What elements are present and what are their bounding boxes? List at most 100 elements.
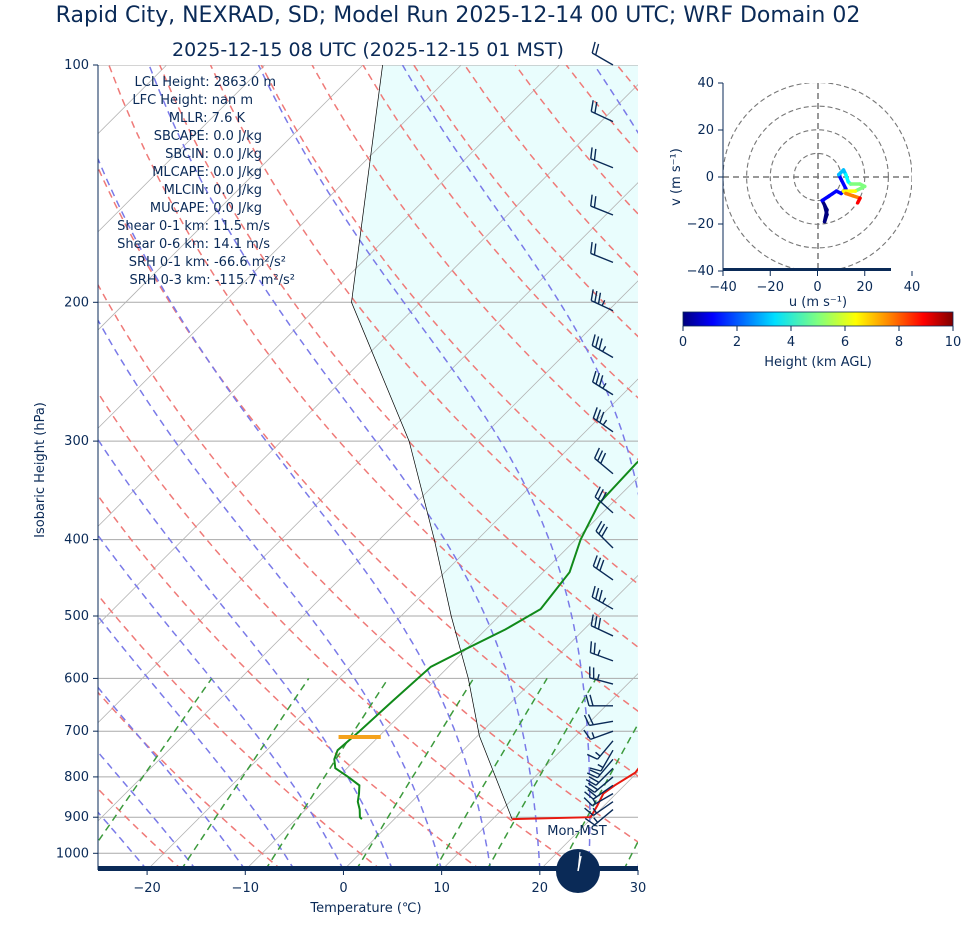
dry-adiabat <box>362 65 638 399</box>
colorbar-tick-label: 0 <box>679 335 687 350</box>
temperature-profile-line <box>512 767 638 821</box>
mixing-ratio-line <box>98 677 213 843</box>
hodograph-y-label: v (m s⁻¹) <box>669 148 684 206</box>
colorbar-tick-label: 6 <box>841 335 849 350</box>
skew-t-bottom-axis <box>98 866 638 871</box>
wind-barb <box>589 749 614 772</box>
isotherm-line <box>98 182 638 724</box>
hodograph-segment <box>822 208 829 224</box>
isotherm-line <box>736 65 961 870</box>
index-line: LCL Height: 2863.0 m <box>135 75 276 90</box>
dry-adiabat <box>98 787 183 870</box>
y-tick-label: 500 <box>64 609 89 624</box>
wind-barb <box>584 784 614 800</box>
index-line: Shear 0-6 km: 14.1 m/s <box>117 237 270 252</box>
skew-t-x-label: Temperature (℃) <box>309 901 421 916</box>
wind-barb <box>591 370 614 396</box>
moist-adiabat <box>98 534 345 870</box>
wind-barb <box>591 585 614 610</box>
mixing-ratio-line <box>180 677 310 870</box>
y-tick-label: 300 <box>64 434 89 449</box>
wind-barb <box>592 555 614 581</box>
hodograph-segment <box>853 184 867 193</box>
height-colorbar: 0 2 4 6 8 10 Height (km AGL) <box>679 311 961 370</box>
dry-adiabat <box>98 691 283 870</box>
index-line: MLCAPE: 0.0 J/kg <box>152 165 262 180</box>
wind-barb <box>586 758 614 779</box>
moist-adiabat <box>98 750 197 870</box>
wind-barb <box>583 714 614 727</box>
moist-adiabat <box>736 65 843 870</box>
moist-adiabat <box>98 157 492 870</box>
index-line: SBCIN: 0.0 J/kg <box>165 147 262 162</box>
index-line: MLLR: 7.6 K <box>169 111 246 126</box>
x-tick-label: −10 <box>232 881 259 896</box>
hodograph-x-label: u (m s⁻¹) <box>789 295 847 310</box>
figure-title: Rapid City, NEXRAD, SD; Model Run 2025-1… <box>56 3 861 28</box>
y-tick-label: 900 <box>64 810 89 825</box>
mixing-ratio-line <box>671 678 768 870</box>
hodograph-segment <box>855 196 862 205</box>
dry-adiabat <box>871 65 961 870</box>
wind-barb <box>583 729 614 741</box>
hodograph-y-tick-label: 40 <box>697 76 714 91</box>
dry-adiabat <box>108 65 638 713</box>
wind-barb <box>590 614 614 637</box>
mixing-ratio-line <box>558 722 638 870</box>
y-tick-label: 800 <box>64 770 89 785</box>
dewpoint-profile-line <box>333 460 638 820</box>
skew-t-y-label: Isobaric Height (hPa) <box>33 402 48 538</box>
colorbar-tick-label: 8 <box>895 335 903 350</box>
hodograph-x-tick-label: 40 <box>904 280 921 295</box>
wind-barb <box>590 147 614 169</box>
hodograph-x-tick-label: −20 <box>757 280 784 295</box>
wind-barb <box>594 486 614 514</box>
isotherm-line <box>98 65 167 135</box>
isotherm-line <box>98 65 560 527</box>
isotherm-line <box>441 673 638 870</box>
index-line: SBCAPE: 0.0 J/kg <box>154 129 262 144</box>
dry-adiabat <box>668 65 961 870</box>
wind-barb <box>589 641 614 662</box>
index-line: Shear 0-1 km: 11.5 m/s <box>117 219 270 234</box>
figure-subtitle: 2025-12-15 08 UTC (2025-12-15 01 MST) <box>172 39 564 61</box>
moist-adiabat <box>98 318 443 870</box>
hodograph-panel: −40 −20 0 20 40 −40 −20 0 20 40 u (m s⁻¹) v (m s⁻… <box>669 76 920 310</box>
mixing-ratio-lines <box>98 677 768 870</box>
colorbar-tick-label: 10 <box>945 335 961 350</box>
pressure-axis-ticks: 100 200 300 400 500 600 700 800 900 1000 <box>56 58 98 861</box>
isotherm-line <box>98 65 364 331</box>
colorbar-ticks: 0 2 4 6 8 10 <box>679 326 961 350</box>
x-tick-label: 10 <box>433 881 450 896</box>
hodograph-ticks: −40 −20 0 20 40 −40 −20 0 20 40 <box>687 76 921 295</box>
wind-barb <box>586 740 614 760</box>
x-tick-label: 30 <box>630 881 647 896</box>
colorbar-label: Height (km AGL) <box>764 355 872 370</box>
hodograph-segment <box>820 198 829 212</box>
colorbar-gradient <box>682 311 954 327</box>
wind-barb <box>591 334 614 359</box>
y-tick-label: 700 <box>64 724 89 739</box>
wind-barb <box>584 808 614 826</box>
moist-adiabat <box>148 65 541 870</box>
sounding-indices: LCL Height: 2863.0 m LFC Height: nan m MLL… <box>117 75 295 288</box>
dry-adiabat <box>209 65 638 585</box>
x-tick-label: −20 <box>133 881 160 896</box>
y-tick-label: 600 <box>64 671 89 686</box>
moist-adiabat <box>257 65 591 870</box>
isotherm-line <box>98 65 266 233</box>
dry-adiabat <box>820 65 961 870</box>
index-line: MLCIN: 0.0 J/kg <box>164 183 262 198</box>
mixing-ratio-line <box>486 678 597 870</box>
index-line: LFC Height: nan m <box>132 93 253 108</box>
wind-barb <box>585 767 614 786</box>
hodograph-x-tick-label: 20 <box>856 280 873 295</box>
wind-barb <box>590 194 614 216</box>
wind-barb <box>592 407 614 433</box>
parcel-profile-line <box>351 65 513 820</box>
dry-adiabat <box>311 65 638 461</box>
hodograph-y-tick-label: −20 <box>687 217 714 232</box>
isotherm-line <box>98 65 462 429</box>
